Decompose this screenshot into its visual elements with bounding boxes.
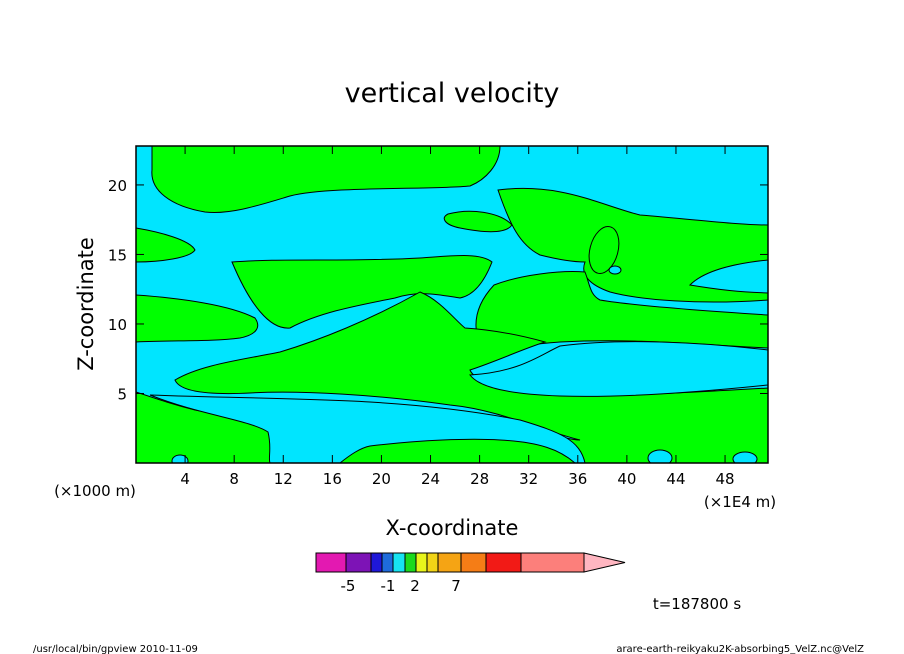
- colorbar-segment: [345, 552, 372, 573]
- colorbar: -5 -1 2 7: [315, 552, 626, 595]
- contour-positive-region: [231, 255, 493, 329]
- colorbar-segment: [370, 552, 383, 573]
- footer-left: /usr/local/bin/gpview 2010-11-09: [33, 644, 198, 654]
- colorbar-segment: [426, 552, 439, 573]
- x-tick-label: 36: [568, 470, 587, 488]
- x-unit-note: (×1000 m): [54, 482, 136, 500]
- colorbar-label: 7: [451, 577, 461, 595]
- colorbar-label: 2: [410, 577, 420, 595]
- x-scale-note: (×1E4 m): [704, 493, 776, 511]
- contour-positive-region: [443, 210, 513, 233]
- x-tick-label: 28: [470, 470, 489, 488]
- x-tick-label: 44: [666, 470, 685, 488]
- contour-positive-region: [136, 227, 196, 263]
- colorbar-label: -1: [381, 577, 396, 595]
- x-tick-label: 48: [716, 470, 735, 488]
- x-tick-label: 40: [617, 470, 636, 488]
- contour-positive-region: [151, 146, 501, 214]
- y-tick-label: 15: [108, 246, 127, 264]
- x-tick-label: 32: [519, 470, 538, 488]
- contour-negative-region: [647, 449, 673, 463]
- x-tick-label: 24: [421, 470, 440, 488]
- y-axis-label: Z-coordinate: [74, 237, 98, 371]
- contour-positive-region: [588, 226, 620, 274]
- time-annotation: t=187800 s: [653, 595, 741, 613]
- colorbar-segment: [381, 552, 394, 573]
- colorbar-extend-arrow: [583, 552, 626, 573]
- x-tick-label: 16: [323, 470, 342, 488]
- colorbar-segment: [437, 552, 462, 573]
- colorbar-segment: [520, 552, 585, 573]
- contour-negative-region: [732, 451, 758, 463]
- colorbar-label: -5: [341, 577, 356, 595]
- colorbar-segment: [415, 552, 428, 573]
- x-tick-label: 20: [372, 470, 391, 488]
- contour-negative-region: [608, 265, 622, 275]
- contour-negative-region: [149, 394, 586, 463]
- contour-negative-region: [469, 341, 768, 397]
- y-tick-label: 10: [108, 316, 127, 334]
- footer-right: arare-earth-reikyaku2K-absorbing5_VelZ.n…: [616, 644, 864, 654]
- colorbar-segment: [392, 552, 406, 573]
- plot-frame: [135, 145, 769, 464]
- y-tick-label: 5: [117, 385, 127, 403]
- x-tick-label: 12: [274, 470, 293, 488]
- colorbar-segment: [485, 552, 522, 573]
- x-axis-label: X-coordinate: [386, 516, 519, 540]
- contour-negative-region: [171, 454, 189, 463]
- colorbar-segment: [404, 552, 417, 573]
- x-tick-label: 8: [229, 470, 239, 488]
- y-axis: 5 10 15 20: [108, 177, 768, 403]
- x-axis: 4 8 12 16 20 24 28 32 36 40 44 48: [180, 146, 735, 488]
- x-tick-label: 4: [180, 470, 190, 488]
- contour-positive-region: [136, 291, 768, 463]
- contour-positive-region: [136, 294, 259, 343]
- chart-title: vertical velocity: [345, 78, 560, 109]
- plot-area: [135, 145, 769, 464]
- contour-positive-region: [497, 187, 768, 303]
- colorbar-segment: [315, 552, 347, 573]
- colorbar-segment: [460, 552, 487, 573]
- y-tick-label: 20: [108, 177, 127, 195]
